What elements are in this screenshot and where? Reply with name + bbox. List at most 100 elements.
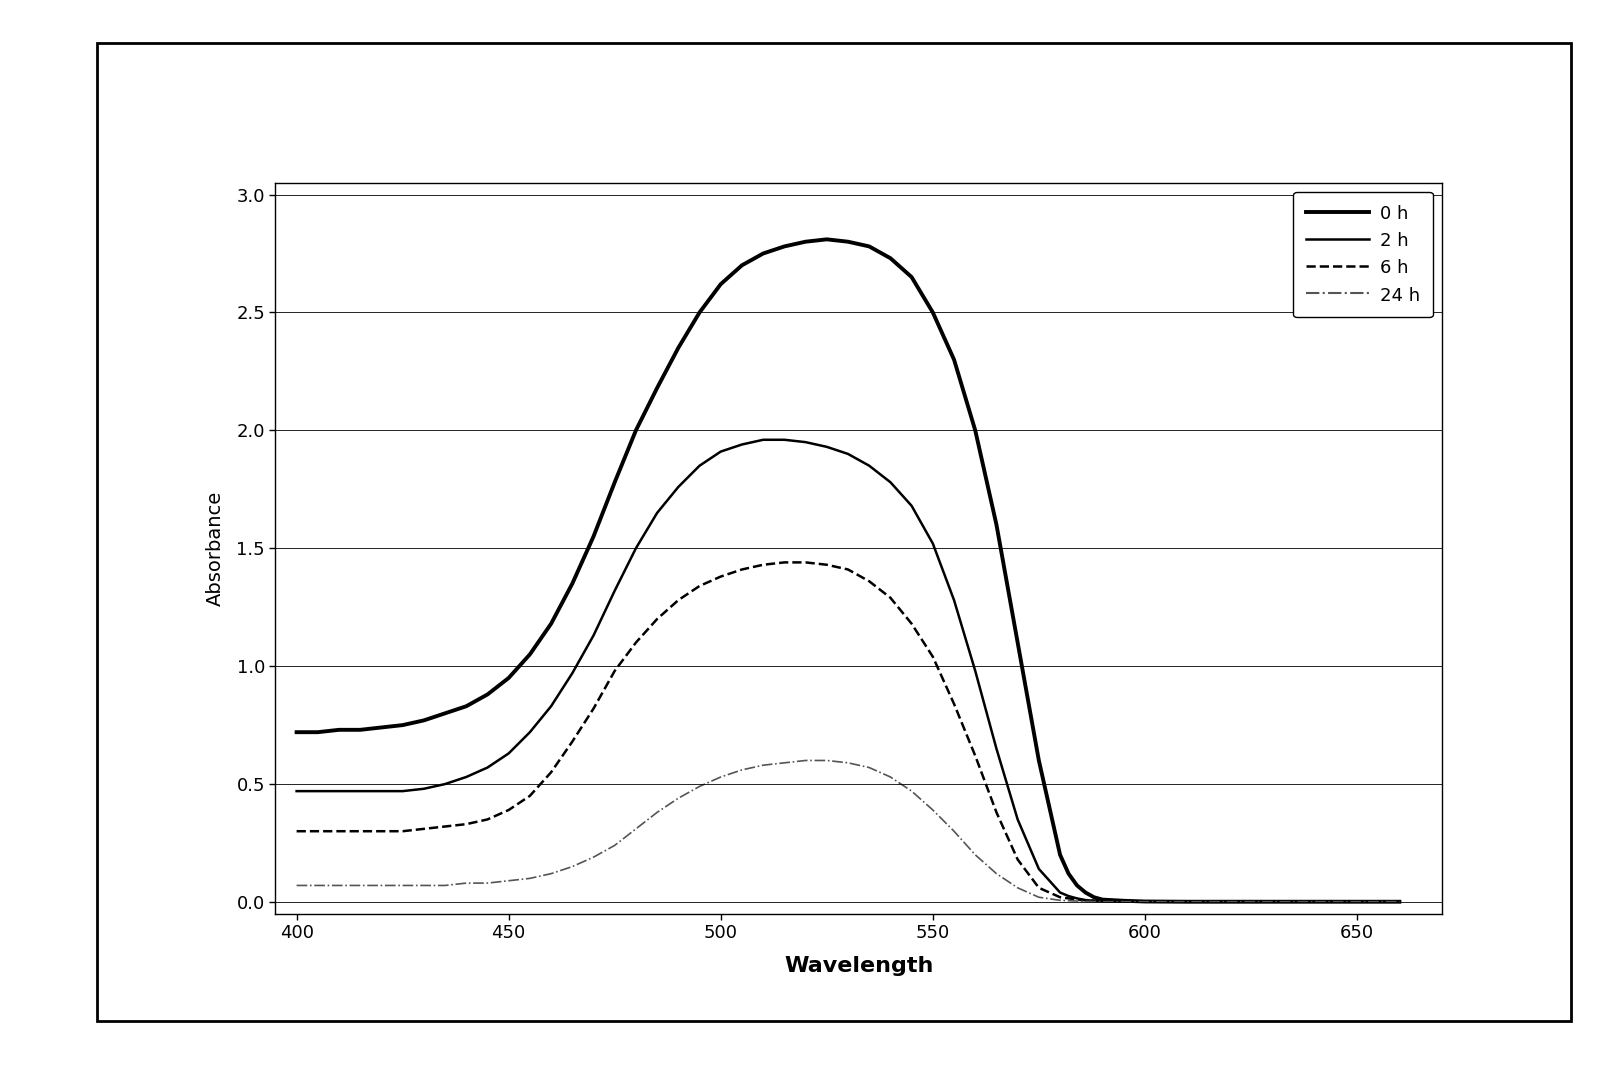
0 h xyxy=(753,247,773,260)
0 h xyxy=(648,382,667,395)
6 h xyxy=(478,813,497,826)
24 h xyxy=(1262,895,1281,908)
24 h xyxy=(541,868,561,880)
24 h xyxy=(987,868,1006,880)
2 h xyxy=(1136,895,1155,908)
0 h xyxy=(1059,868,1079,880)
6 h xyxy=(520,789,539,802)
2 h xyxy=(774,433,794,446)
0 h xyxy=(520,648,539,661)
0 h xyxy=(1304,895,1324,908)
24 h xyxy=(1115,895,1134,908)
2 h xyxy=(711,445,731,458)
24 h xyxy=(499,874,518,887)
0 h xyxy=(329,723,348,736)
24 h xyxy=(1094,895,1113,908)
2 h xyxy=(1029,862,1048,875)
24 h xyxy=(457,876,476,889)
6 h xyxy=(732,563,752,576)
2 h xyxy=(987,742,1006,755)
24 h xyxy=(627,822,646,835)
24 h xyxy=(1178,895,1197,908)
0 h xyxy=(881,252,901,264)
Line: 2 h: 2 h xyxy=(296,440,1400,902)
Line: 24 h: 24 h xyxy=(296,760,1400,902)
24 h xyxy=(308,879,327,892)
6 h xyxy=(1029,882,1048,894)
0 h xyxy=(923,306,943,319)
0 h xyxy=(987,518,1006,531)
24 h xyxy=(287,879,306,892)
6 h xyxy=(287,825,306,837)
6 h xyxy=(923,650,943,663)
2 h xyxy=(1178,895,1197,908)
24 h xyxy=(1220,895,1239,908)
0 h xyxy=(1094,893,1113,906)
2 h xyxy=(499,747,518,760)
24 h xyxy=(860,761,880,774)
2 h xyxy=(1115,895,1134,908)
0 h xyxy=(1178,895,1197,908)
2 h xyxy=(881,476,901,489)
6 h xyxy=(415,822,434,835)
X-axis label: Wavelength: Wavelength xyxy=(784,956,933,976)
24 h xyxy=(329,879,348,892)
6 h xyxy=(753,558,773,571)
Legend: 0 h, 2 h, 6 h, 24 h: 0 h, 2 h, 6 h, 24 h xyxy=(1293,191,1432,317)
0 h xyxy=(902,271,922,284)
24 h xyxy=(838,757,857,770)
6 h xyxy=(436,820,455,833)
24 h xyxy=(774,757,794,770)
6 h xyxy=(669,593,688,606)
2 h xyxy=(753,433,773,446)
Line: 0 h: 0 h xyxy=(296,240,1400,902)
6 h xyxy=(774,556,794,569)
2 h xyxy=(1068,892,1087,905)
2 h xyxy=(732,438,752,450)
2 h xyxy=(1348,895,1367,908)
0 h xyxy=(944,354,964,367)
6 h xyxy=(627,636,646,649)
6 h xyxy=(1008,854,1027,866)
24 h xyxy=(415,879,434,892)
24 h xyxy=(1008,882,1027,894)
0 h xyxy=(816,233,836,246)
24 h xyxy=(562,860,582,873)
0 h xyxy=(1068,879,1087,892)
6 h xyxy=(1178,895,1197,908)
0 h xyxy=(627,424,646,436)
2 h xyxy=(1304,895,1324,908)
6 h xyxy=(648,613,667,626)
2 h xyxy=(436,777,455,790)
0 h xyxy=(1262,895,1281,908)
2 h xyxy=(838,447,857,460)
2 h xyxy=(690,459,710,472)
0 h xyxy=(287,726,306,739)
6 h xyxy=(690,579,710,592)
24 h xyxy=(604,838,624,851)
2 h xyxy=(350,785,369,798)
6 h xyxy=(1071,893,1090,906)
0 h xyxy=(541,617,561,630)
6 h xyxy=(987,806,1006,819)
0 h xyxy=(436,707,455,720)
0 h xyxy=(457,700,476,713)
24 h xyxy=(394,879,413,892)
0 h xyxy=(308,726,327,739)
6 h xyxy=(881,591,901,604)
2 h xyxy=(308,785,327,798)
0 h xyxy=(732,259,752,272)
0 h xyxy=(1136,895,1155,908)
6 h xyxy=(1304,895,1324,908)
24 h xyxy=(711,771,731,784)
2 h xyxy=(648,506,667,519)
24 h xyxy=(902,785,922,798)
0 h xyxy=(371,721,390,734)
0 h xyxy=(838,235,857,248)
0 h xyxy=(499,672,518,685)
24 h xyxy=(881,771,901,784)
24 h xyxy=(669,792,688,805)
2 h xyxy=(604,584,624,597)
24 h xyxy=(753,759,773,772)
24 h xyxy=(966,848,985,861)
